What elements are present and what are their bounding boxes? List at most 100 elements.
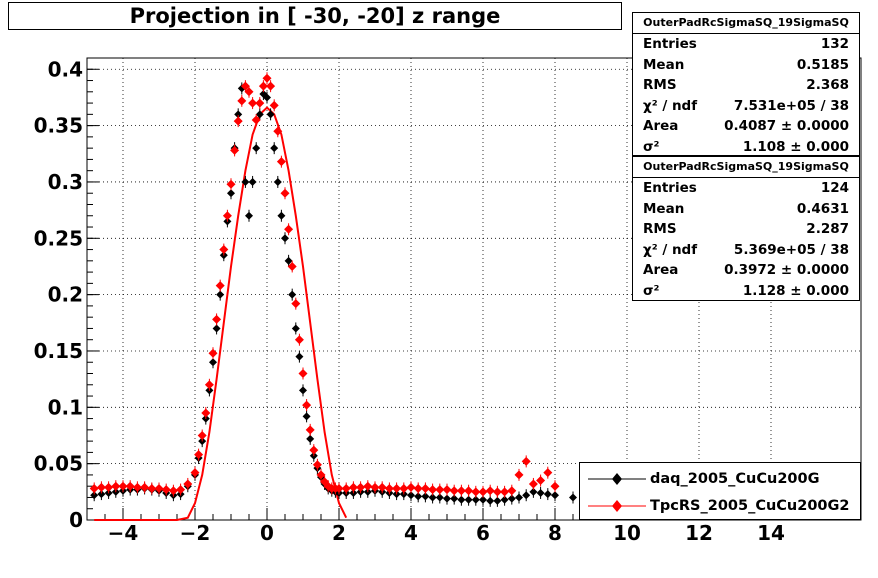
fit-curve [94, 106, 348, 521]
legend-item-daq: daq_2005_CuCu200G [580, 466, 860, 492]
tpcrs-data-point [230, 145, 240, 155]
stats-row-rms: RMS 2.287 [643, 221, 849, 238]
daq-data-point [284, 256, 293, 265]
tpcrs-data-point [435, 485, 445, 495]
daq-data-point [471, 495, 480, 504]
x-tick-label: −4 [108, 521, 139, 545]
tpcrs-data-point [280, 188, 290, 198]
stats-row-entries: Entries 124 [643, 180, 849, 197]
daq-data-point [291, 324, 300, 333]
tpcrs-data-point [237, 96, 247, 106]
tpcrs-data-point [363, 481, 373, 491]
stats-row-rms: RMS 2.368 [643, 77, 849, 94]
tpcrs-data-point [233, 116, 243, 126]
daq-data-point [299, 386, 307, 395]
x-tick-label: 6 [476, 521, 490, 545]
daq-data-point [435, 493, 444, 502]
tpcrs-data-point [208, 348, 218, 358]
stats-row-entries: Entries 132 [643, 36, 849, 53]
daq-data-point [522, 491, 531, 500]
tpcrs-data-point [471, 487, 481, 497]
tpcrs-data-point [399, 483, 409, 493]
tpcrs-data-point [222, 211, 232, 221]
daq-data-point [407, 491, 415, 500]
tpcrs-data-point [464, 486, 474, 496]
stats-row-chi2: χ² / ndf 7.531e+05 / 38 [643, 97, 849, 114]
stats-row-mean: Mean 0.5185 [643, 56, 849, 73]
y-tick-label: 0.4 [48, 57, 83, 81]
tpcrs-data-point [104, 482, 114, 492]
x-tick-label: −2 [180, 521, 211, 545]
daq-data-point [486, 496, 495, 505]
tpcrs-data-point [269, 100, 279, 110]
tpcrs-data-point [194, 450, 204, 460]
tpcrs-data-point [258, 81, 268, 91]
tpcrs-data-point [204, 380, 214, 390]
daq-data-point [234, 110, 243, 119]
tpcrs-data-point [536, 476, 546, 486]
x-tick-label: 4 [404, 521, 418, 545]
daq-data-point [281, 234, 289, 243]
tpcrs-data-point [248, 98, 258, 108]
tpcrs-data-point [305, 425, 315, 435]
tpcrs-data-point [284, 224, 294, 234]
tpcrs-data-point [312, 460, 322, 470]
tpcrs-data-point [176, 485, 186, 495]
tpcrs-data-point [413, 483, 423, 493]
tpcrs-data-point [377, 482, 387, 492]
stats-row-mean: Mean 0.4631 [643, 200, 849, 217]
tpcrs-data-point [291, 299, 301, 309]
tpcrs-data-point [132, 482, 142, 492]
tpcrs-data-point [550, 481, 560, 491]
tpcrs-data-point [212, 314, 222, 324]
tpcrs-data-point [334, 483, 344, 493]
tpcrs-data-point [273, 126, 283, 136]
daq-data-point [277, 211, 286, 220]
stats-row-area: Area 0.3972 ± 0.0000 [643, 262, 849, 279]
daq-data-point [507, 494, 516, 503]
tpcrs-data-point [341, 483, 351, 493]
tpcrs-data-point [449, 486, 459, 496]
y-tick-label: 0.15 [34, 339, 83, 363]
y-tick-label: 0.2 [48, 283, 83, 307]
tpcrs-data-point [96, 482, 106, 492]
tpcrs-data-point [244, 87, 254, 97]
tpcrs-data-point [266, 81, 276, 91]
tpcrs-data-point [384, 483, 394, 493]
tpcrs-data-point [456, 486, 466, 496]
daq-data-point [450, 494, 459, 503]
daq-data-point [414, 492, 423, 501]
daq-data-point [569, 493, 577, 502]
tpcrs-data-point [251, 115, 261, 125]
x-tick-label: 12 [685, 521, 713, 545]
tpcrs-data-point [276, 157, 286, 167]
daq-data-point [227, 189, 235, 198]
tpcrs-data-point [125, 481, 135, 491]
daq-data-point [428, 493, 437, 502]
tpcrs-data-point [201, 408, 211, 418]
tpcrs-data-point [406, 482, 416, 492]
daq-data-point [263, 93, 271, 102]
stats-box-tpcrs: OuterPadRcSigmaSQ_19SigmaSQ Entries 124 M… [632, 156, 860, 301]
daq-data-point [97, 490, 106, 499]
chart-title: Projection in [ -30, -20] z range [8, 2, 622, 30]
tpcrs-data-point [262, 73, 272, 83]
daq-data-point [529, 487, 538, 496]
tpcrs-data-point [514, 470, 524, 480]
daq-data-point [255, 110, 264, 119]
tpcrs-data-point [298, 369, 308, 379]
daq-data-point [421, 492, 430, 501]
daq-data-point [90, 491, 99, 500]
tpcrs-data-point [370, 482, 380, 492]
x-tick-label: 0 [260, 521, 274, 545]
legend-marker-red-diamond-icon [588, 500, 646, 512]
daq-data-point [457, 495, 466, 504]
legend-marker-black-diamond-icon [588, 473, 646, 485]
daq-data-point [306, 434, 315, 443]
tpcrs-data-point [316, 470, 326, 480]
tpcrs-data-point [140, 482, 150, 492]
stats-row-sigma2: σ² 1.128 ± 0.000 [643, 282, 849, 299]
tpcrs-data-point [255, 98, 265, 108]
daq-data-point [241, 177, 250, 186]
